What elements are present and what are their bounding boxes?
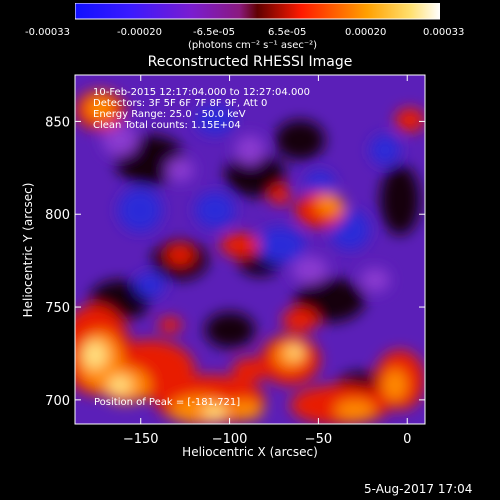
peak-intensity-region xyxy=(108,376,132,394)
high-intensity-region xyxy=(270,185,290,205)
very-high-intensity-region xyxy=(316,195,344,215)
very-high-intensity-region xyxy=(227,400,263,420)
annotation-energy: Energy Range: 25.0 - 50.0 keV xyxy=(93,109,246,120)
colorbar-unit-label: (photons cm⁻² s⁻¹ asec⁻²) xyxy=(188,40,318,51)
colorbar-tick-3: 6.5e-05 xyxy=(268,27,307,38)
low-intensity-region xyxy=(195,105,235,135)
low-intensity-region xyxy=(305,171,335,199)
footer-date: 5-Aug-2017 17:04 xyxy=(364,482,473,496)
annotation-time: 10-Feb-2015 12:17:04.000 to 12:27:04.000 xyxy=(93,87,311,98)
x-axis-label: Heliocentric X (arcsec) xyxy=(182,445,318,459)
mid-intensity-region xyxy=(235,135,265,165)
peak-intensity-region xyxy=(83,341,107,369)
high-intensity-region xyxy=(166,245,194,265)
mid-intensity-region xyxy=(102,124,138,156)
high-intensity-region xyxy=(232,358,268,382)
very-high-intensity-region xyxy=(86,96,114,120)
dark-region xyxy=(295,278,365,322)
mid-intensity-region xyxy=(360,268,390,292)
colorbar-tick-0: -0.00033 xyxy=(25,27,70,38)
low-intensity-region xyxy=(255,227,305,263)
colorbar-gradient xyxy=(75,3,440,20)
mid-intensity-region xyxy=(292,256,328,284)
annotation-clean: Clean Total counts: 1.15E+04 xyxy=(93,120,241,131)
chart-title: Reconstructed RHESSI Image xyxy=(147,54,353,70)
high-intensity-region xyxy=(395,108,425,132)
y-tick-label: 700 xyxy=(45,394,70,409)
very-high-intensity-region xyxy=(383,369,407,401)
x-tick-label: 0 xyxy=(403,432,411,447)
annotation-detectors: Detectors: 3F 5F 6F 7F 8F 9F, Att 0 xyxy=(93,98,268,109)
low-intensity-region xyxy=(118,188,162,232)
low-intensity-region xyxy=(135,273,165,297)
dark-region xyxy=(380,165,420,235)
dark-region xyxy=(225,153,285,197)
x-tick-label: −100 xyxy=(212,432,248,447)
y-tick-label: 750 xyxy=(45,301,70,316)
peak-intensity-region xyxy=(203,405,227,419)
high-intensity-region xyxy=(158,317,182,333)
peak-position-label: Position of Peak = [-181,721] xyxy=(94,397,241,408)
colorbar-tick-2: -6.5e-05 xyxy=(193,27,235,38)
y-axis-label: Heliocentric Y (arcsec) xyxy=(21,182,35,318)
y-tick-label: 850 xyxy=(45,115,70,130)
low-intensity-region xyxy=(370,135,400,165)
plot-frame xyxy=(74,74,426,425)
peak-intensity-region xyxy=(287,345,303,359)
very-high-intensity-region xyxy=(335,400,375,420)
high-intensity-region xyxy=(220,233,260,257)
dark-region xyxy=(205,312,255,348)
rhessi-image xyxy=(75,75,425,424)
colorbar-tick-4: 0.00020 xyxy=(345,27,387,38)
colorbar-tick-1: -0.00020 xyxy=(117,27,162,38)
low-intensity-region xyxy=(195,192,235,228)
dark-region xyxy=(275,120,325,160)
y-tick-label: 800 xyxy=(45,208,70,223)
mid-intensity-region xyxy=(166,158,194,182)
colorbar-tick-5: 0.00033 xyxy=(423,27,465,38)
x-tick-label: −150 xyxy=(123,432,159,447)
high-intensity-region xyxy=(282,308,318,332)
x-tick-label: −50 xyxy=(305,432,332,447)
colorbar xyxy=(75,3,440,20)
